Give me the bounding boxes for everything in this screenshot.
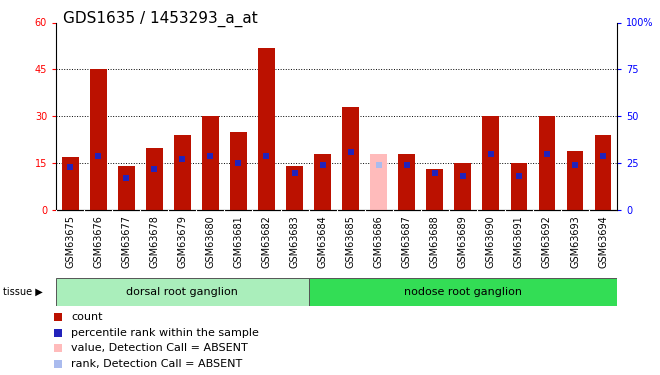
Bar	[174, 135, 191, 210]
Bar	[454, 163, 471, 210]
Text: rank, Detection Call = ABSENT: rank, Detection Call = ABSENT	[71, 358, 242, 369]
Bar	[510, 163, 527, 210]
Text: GSM63682: GSM63682	[261, 215, 271, 268]
Text: nodose root ganglion: nodose root ganglion	[404, 286, 522, 297]
Text: GSM63691: GSM63691	[514, 215, 524, 268]
Bar	[202, 116, 218, 210]
Text: GDS1635 / 1453293_a_at: GDS1635 / 1453293_a_at	[63, 11, 257, 27]
Text: GSM63690: GSM63690	[486, 215, 496, 268]
Text: tissue ▶: tissue ▶	[3, 286, 43, 297]
Text: count: count	[71, 312, 102, 322]
Bar	[146, 147, 163, 210]
Text: GSM63684: GSM63684	[317, 215, 327, 268]
Bar	[286, 166, 303, 210]
Bar	[258, 48, 275, 210]
Text: GSM63675: GSM63675	[65, 215, 75, 268]
Text: GSM63685: GSM63685	[346, 215, 356, 268]
Text: GSM63681: GSM63681	[234, 215, 244, 268]
Text: GSM63683: GSM63683	[290, 215, 300, 268]
Text: GSM63686: GSM63686	[374, 215, 383, 268]
Text: GSM63687: GSM63687	[402, 215, 412, 268]
Bar	[482, 116, 499, 210]
Text: GSM63676: GSM63676	[93, 215, 103, 268]
Text: GSM63689: GSM63689	[458, 215, 468, 268]
Bar	[314, 154, 331, 210]
Text: GSM63688: GSM63688	[430, 215, 440, 268]
Text: value, Detection Call = ABSENT: value, Detection Call = ABSENT	[71, 343, 248, 353]
Bar	[309, 278, 617, 306]
Text: GSM63678: GSM63678	[149, 215, 159, 268]
Bar	[539, 116, 556, 210]
Bar	[398, 154, 415, 210]
Bar	[370, 154, 387, 210]
Text: GSM63694: GSM63694	[598, 215, 608, 268]
Bar	[595, 135, 611, 210]
Text: GSM63692: GSM63692	[542, 215, 552, 268]
Text: GSM63677: GSM63677	[121, 215, 131, 268]
Bar	[230, 132, 247, 210]
Bar	[426, 170, 443, 210]
Text: GSM63679: GSM63679	[178, 215, 187, 268]
Text: dorsal root ganglion: dorsal root ganglion	[126, 286, 238, 297]
Bar	[342, 107, 359, 210]
Text: GSM63693: GSM63693	[570, 215, 580, 268]
Bar	[90, 69, 106, 210]
Bar	[566, 151, 583, 210]
Bar	[117, 166, 135, 210]
Text: percentile rank within the sample: percentile rank within the sample	[71, 328, 259, 338]
Bar	[62, 157, 79, 210]
Bar	[56, 278, 309, 306]
Text: GSM63680: GSM63680	[205, 215, 215, 268]
